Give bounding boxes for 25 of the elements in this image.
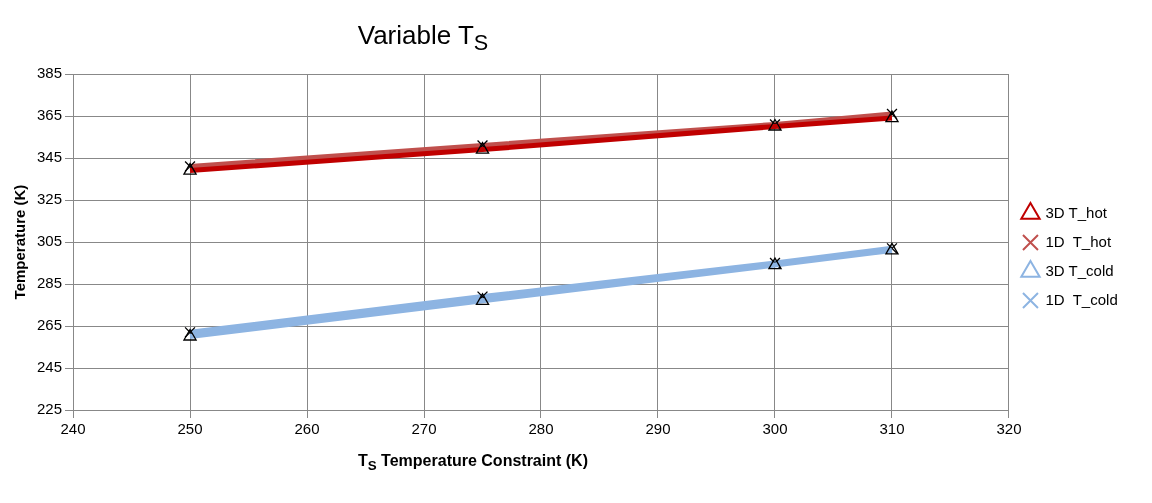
y-tick-label: 265	[37, 316, 63, 334]
x-tick-label: 310	[879, 420, 905, 438]
x-tick-label: 280	[528, 420, 554, 438]
y-tick-label: 325	[37, 190, 63, 208]
y-tick-label: 385	[37, 64, 63, 82]
legend-label: 3D T_hot	[1045, 203, 1108, 221]
legend-label: 1D T_hot	[1045, 232, 1112, 250]
x-tick-label: 250	[177, 420, 203, 438]
y-axis-title: Temperature (K)	[11, 184, 29, 300]
y-tick-label: 365	[37, 106, 63, 124]
x-axis-title: T$_{S}$ Temperature Constraint (K)	[357, 452, 589, 474]
y-tick-label: 285	[37, 274, 63, 292]
y-tick-label: 305	[37, 232, 63, 250]
x-tick-label: 290	[645, 420, 671, 438]
x-tick-label: 270	[411, 420, 437, 438]
y-tick-label: 245	[37, 358, 63, 376]
y-tick-label: 345	[37, 148, 63, 166]
legend-label: 1D T_cold	[1045, 290, 1118, 308]
x-tick-label: 240	[60, 420, 86, 438]
x-tick-label: 260	[294, 420, 320, 438]
x-tick-label: 320	[996, 420, 1022, 438]
chart-title: Variable T$_{S}$	[356, 20, 490, 57]
legend-label: 3D T_cold	[1045, 261, 1114, 279]
x-tick-label: 300	[762, 420, 788, 438]
y-tick-label: 225	[37, 400, 63, 418]
